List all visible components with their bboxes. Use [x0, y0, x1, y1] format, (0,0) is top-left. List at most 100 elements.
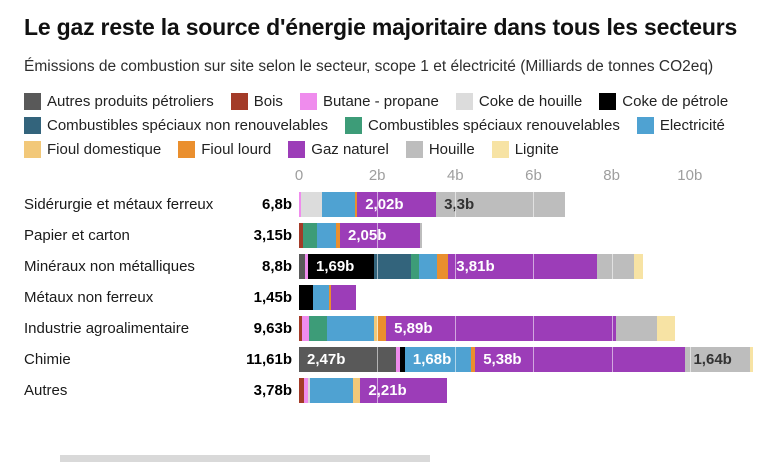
row-category-name: Métaux non ferreux [24, 289, 154, 307]
legend-item-houille[interactable]: Houille [405, 141, 475, 159]
bar-segment-coke-de-houille[interactable] [301, 192, 322, 218]
chart-row-chimie: Chimie 11,61b 2,47b 1,68b 5,38b 1,64b [0, 344, 768, 375]
legend-swatch-icon [405, 141, 423, 159]
bar-segment-houille[interactable]: 3,3b [436, 192, 566, 218]
row-category-name: Industrie agroalimentaire [24, 320, 190, 338]
legend-label: Autres produits pétroliers [47, 93, 214, 111]
bar-segment-butane-propane[interactable] [299, 192, 302, 218]
row-bars: 5,89b [299, 316, 768, 342]
bar-segment-butane-propane[interactable] [303, 378, 308, 404]
bar-segment-bois[interactable] [299, 223, 303, 249]
bar-segment-fioul-lourd[interactable] [378, 316, 387, 342]
bar-segment-fioul-lourd[interactable] [470, 347, 476, 373]
bar-segment-fioul-lourd[interactable] [354, 192, 358, 218]
bar-segment-electricite[interactable] [309, 378, 353, 404]
row-total-value: 8,8b [261, 258, 292, 276]
bar-segment-electricite[interactable] [312, 285, 330, 311]
legend-label: Electricité [659, 117, 725, 135]
legend-swatch-icon [599, 93, 617, 111]
bar-segment-fioul-domestique[interactable] [352, 378, 361, 404]
bar-segment-lignite[interactable] [749, 347, 753, 373]
bar-segment-gaz-naturel[interactable]: 5,89b [386, 316, 617, 342]
legend-item-butane-propane[interactable]: Butane - propane [299, 93, 439, 111]
legend-item-electricite[interactable]: Electricité [636, 117, 725, 135]
row-bars: 2,21b [299, 378, 768, 404]
bar-segment-lignite[interactable] [657, 316, 676, 342]
bar-segment-bois[interactable] [299, 316, 303, 342]
bar-segment-gaz-naturel[interactable]: 2,21b [360, 378, 447, 404]
segment-value-label: 5,89b [394, 320, 433, 338]
bar-segment-combustibles-speciaux-renouvelables[interactable] [411, 254, 419, 280]
segment-value-label: 1,64b [693, 351, 732, 369]
legend-label: Lignite [514, 141, 559, 159]
legend-item-autres-produits-petroliers[interactable]: Autres produits pétroliers [24, 93, 214, 111]
bar-segment-coke-de-petrole[interactable] [400, 347, 405, 373]
bar-segment-electricite[interactable] [316, 223, 337, 249]
chart-row-metaux-non-ferreux: Métaux non ferreux 1,45b [0, 282, 768, 313]
bar-segment-butane-propane[interactable] [302, 316, 310, 342]
chart-row-autres: Autres 3,78b 2,21b [0, 375, 768, 406]
bar-segment-electricite[interactable] [418, 254, 437, 280]
row-category-name: Chimie [24, 351, 71, 369]
bar-segment-fioul-lourd[interactable] [336, 223, 341, 249]
bar-segment-fioul-lourd[interactable] [436, 254, 449, 280]
bar-segment-houille[interactable]: 1,64b [685, 347, 750, 373]
bar-segment-autres-produits-petroliers[interactable] [299, 254, 305, 280]
bar-segment-electricite[interactable] [326, 316, 374, 342]
axis-tick-10b: 10b [677, 167, 703, 185]
legend-swatch-icon [178, 141, 196, 159]
bar-segment-coke-de-petrole[interactable]: 1,69b [307, 254, 375, 280]
chart-row-mineraux-non-metalliques: Minéraux non métalliques 8,8b 1,69b 3,81b [0, 251, 768, 282]
bar-segment-butane-propane[interactable] [304, 254, 308, 280]
segment-value-label: 1,69b [315, 258, 355, 276]
row-bars: 2,02b 3,3b [299, 192, 768, 218]
bar-segment-coke-de-houille[interactable] [307, 378, 310, 404]
bar-segment-houille[interactable] [616, 316, 658, 342]
legend-item-combustibles-speciaux-non-renouvelables[interactable]: Combustibles spéciaux non renouvelables [24, 117, 328, 135]
legend-label: Coke de houille [478, 93, 583, 111]
row-label: Papier et carton 3,15b [0, 227, 299, 244]
legend: Autres produits pétroliers Bois Butane - p… [0, 78, 768, 159]
legend-swatch-icon [345, 117, 363, 135]
chart-subtitle: Émissions de combustion sur site selon l… [24, 58, 714, 76]
bar-segment-fioul-domestique[interactable] [373, 316, 379, 342]
bar-segment-fioul-lourd[interactable] [329, 285, 331, 311]
bar-segment-gaz-naturel[interactable] [330, 285, 356, 311]
legend-item-combustibles-speciaux-renouvelables[interactable]: Combustibles spéciaux renouvelables [345, 117, 620, 135]
row-total-value: 6,8b [261, 196, 292, 214]
row-label: Métaux non ferreux 1,45b [0, 289, 299, 306]
bar-segment-combustibles-speciaux-renouvelables[interactable] [302, 223, 317, 249]
bar-segment-gaz-naturel[interactable]: 2,02b [357, 192, 437, 218]
bar-segment-autres-produits-petroliers[interactable]: 2,47b [299, 347, 396, 373]
bar-segment-gaz-naturel[interactable]: 2,05b [340, 223, 421, 249]
legend-item-fioul-domestique[interactable]: Fioul domestique [24, 141, 161, 159]
legend-item-lignite[interactable]: Lignite [491, 141, 559, 159]
bar-segment-combustibles-speciaux-non-renouvelables[interactable] [374, 254, 412, 280]
bar-segment-bois[interactable] [299, 378, 304, 404]
legend-item-fioul-lourd[interactable]: Fioul lourd [178, 141, 272, 159]
bar-segment-houille[interactable] [420, 223, 423, 249]
row-bars: 1,69b 3,81b [299, 254, 768, 280]
bar-segment-butane-propane[interactable] [395, 347, 401, 373]
legend-item-coke-de-petrole[interactable]: Coke de pétrole [599, 93, 728, 111]
legend-item-coke-de-houille[interactable]: Coke de houille [455, 93, 583, 111]
axis-tick-0: 0 [294, 167, 304, 185]
bar-segment-electricite[interactable]: 1,68b [404, 347, 471, 373]
chart-row-industrie-agroalimentaire: Industrie agroalimentaire 9,63b 5,89b [0, 313, 768, 344]
bar-segment-gaz-naturel[interactable]: 3,81b [448, 254, 598, 280]
bar-segment-houille[interactable] [597, 254, 635, 280]
legend-item-gaz-naturel[interactable]: Gaz naturel [288, 141, 389, 159]
legend-label: Fioul lourd [201, 141, 272, 159]
legend-swatch-icon [24, 93, 41, 111]
page-title: Le gaz reste la source d'énergie majorit… [24, 14, 738, 40]
legend-label: Bois [253, 93, 283, 111]
bar-segment-gaz-naturel[interactable]: 5,38b [475, 347, 686, 373]
bar-segment-coke-de-petrole[interactable] [299, 285, 313, 311]
row-bars: 2,05b [299, 223, 768, 249]
bar-segment-combustibles-speciaux-renouvelables[interactable] [309, 316, 327, 342]
bar-segment-electricite[interactable] [321, 192, 355, 218]
row-bars [299, 285, 768, 311]
bar-segment-lignite[interactable] [634, 254, 643, 280]
legend-label: Combustibles spéciaux renouvelables [368, 117, 620, 135]
legend-item-bois[interactable]: Bois [230, 93, 283, 111]
